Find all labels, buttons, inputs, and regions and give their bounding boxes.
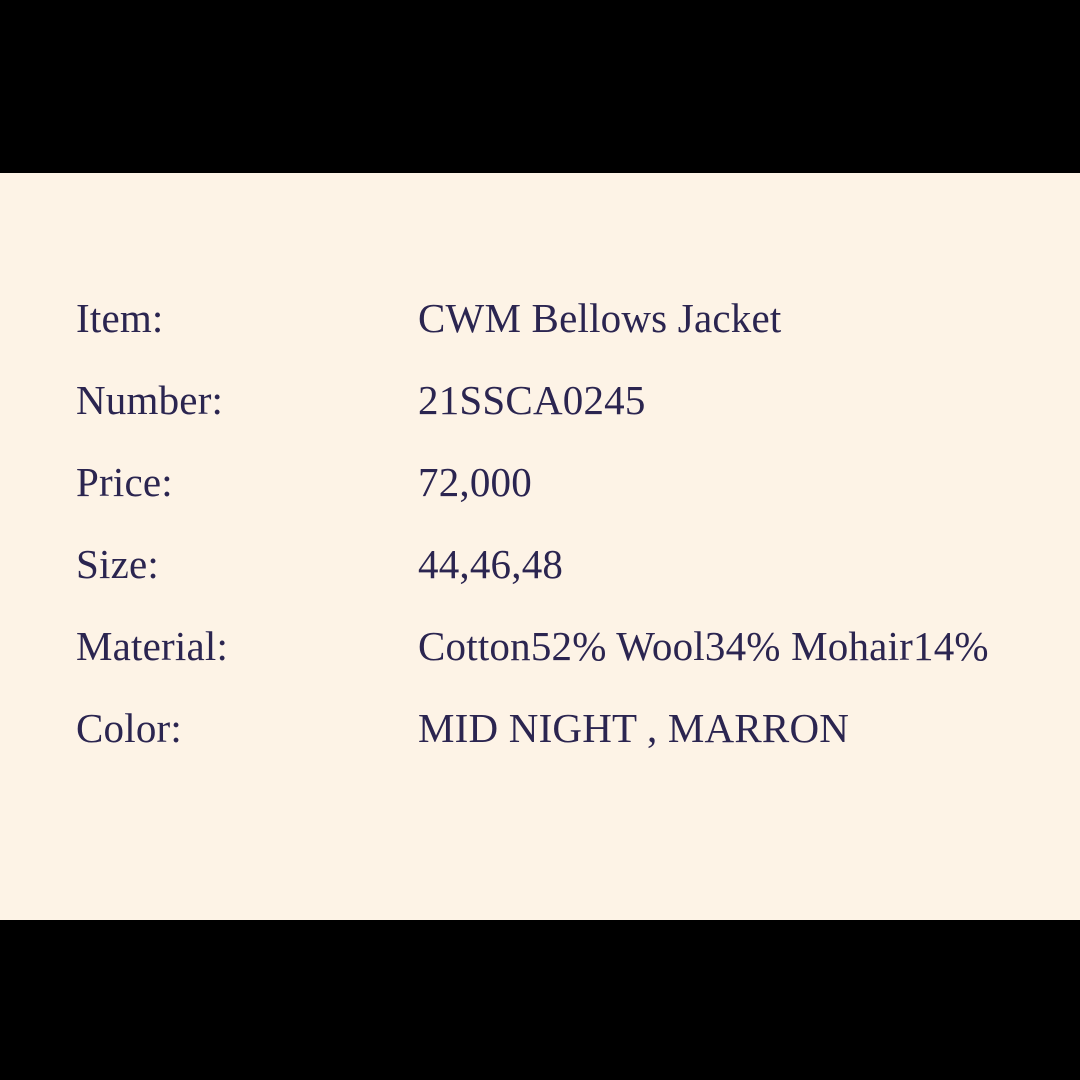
spec-label-color: Color: (76, 705, 182, 751)
spec-row-color: Color: MID NIGHT , MARRON (76, 708, 1056, 790)
spec-row-number: Number: 21SSCA0245 (76, 380, 1056, 462)
spec-row-item: Item: CWM Bellows Jacket (76, 298, 1056, 380)
spec-label-number: Number: (76, 377, 224, 423)
spec-label-price: Price: (76, 459, 173, 505)
spec-value-number: 21SSCA0245 (418, 377, 646, 423)
spec-value-price: 72,000 (418, 459, 532, 505)
spec-label-size: Size: (76, 541, 159, 587)
product-spec-card: Item: CWM Bellows Jacket Number: 21SSCA0… (0, 173, 1080, 920)
spec-row-size: Size: 44,46,48 (76, 544, 1056, 626)
spec-row-price: Price: 72,000 (76, 462, 1056, 544)
spec-value-color: MID NIGHT , MARRON (418, 705, 850, 751)
spec-value-size: 44,46,48 (418, 541, 564, 587)
spec-value-material: Cotton52% Wool34% Mohair14% (418, 623, 989, 669)
spec-label-item: Item: (76, 295, 164, 341)
spec-label-material: Material: (76, 623, 229, 669)
spec-table: Item: CWM Bellows Jacket Number: 21SSCA0… (76, 298, 1056, 790)
letterbox-bar-bottom (0, 920, 1080, 1080)
spec-row-material: Material: Cotton52% Wool34% Mohair14% (76, 626, 1056, 708)
letterbox-bar-top (0, 0, 1080, 173)
spec-value-item: CWM Bellows Jacket (418, 295, 782, 341)
